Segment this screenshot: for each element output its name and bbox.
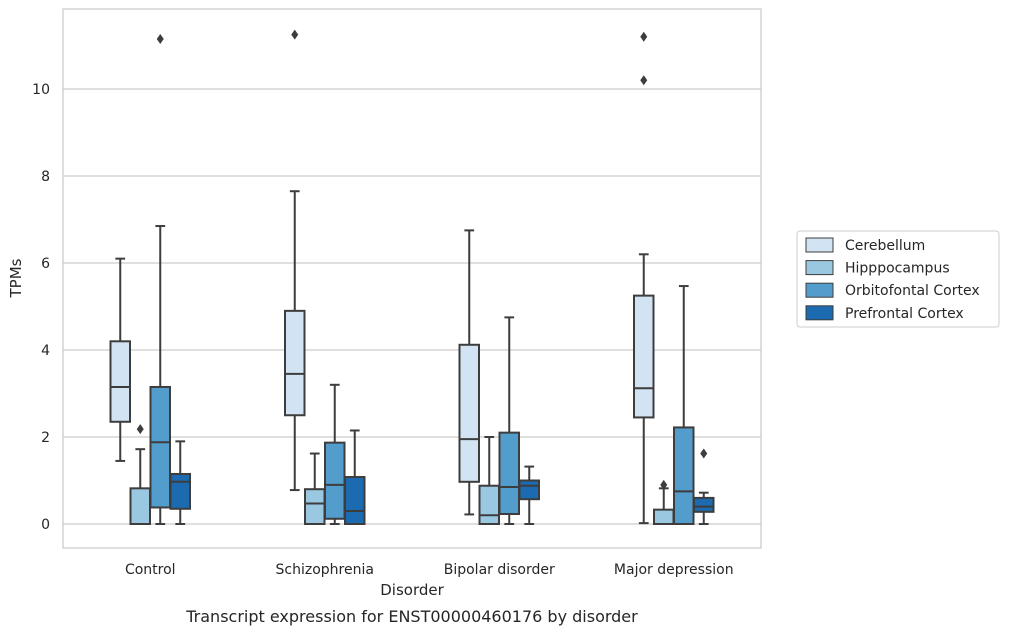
x-tick-labels: Control Schizophrenia Bipolar disorder Majo…: [125, 562, 734, 578]
outlier-marker: [156, 33, 164, 44]
box-series: [109, 29, 715, 526]
legend-label: Cerebellum: [845, 238, 925, 254]
box-rect: [653, 508, 675, 525]
box: [129, 424, 151, 525]
legend-swatch: [805, 305, 834, 321]
box-rect: [673, 426, 695, 525]
box: [458, 229, 480, 516]
box-rect: [324, 441, 346, 520]
legend-swatch: [805, 282, 834, 298]
x-axis-label: Disorder: [380, 581, 444, 599]
box-rect: [498, 431, 520, 515]
box-rect: [344, 476, 366, 525]
box: [169, 440, 191, 525]
outlier-marker: [291, 29, 299, 40]
box-rect: [169, 472, 191, 510]
box: [653, 479, 675, 525]
box-rect: [478, 484, 500, 525]
y-tick-label: 0: [41, 517, 50, 533]
box: [498, 316, 520, 525]
y-axis-label: TPMs: [7, 258, 25, 298]
box-rect: [109, 340, 131, 423]
legend-swatch: [805, 260, 834, 276]
x-tick-label: Schizophrenia: [276, 562, 374, 578]
box: [518, 465, 540, 525]
legend-frame: [796, 230, 1000, 328]
box-rect: [458, 343, 480, 483]
y-tick-label: 2: [41, 430, 50, 446]
y-tick-label: 8: [41, 169, 50, 185]
chart-caption: Transcript expression for ENST0000046017…: [185, 607, 638, 626]
y-tick-label: 6: [41, 256, 50, 272]
box: [344, 429, 366, 525]
legend-swatch: [805, 237, 834, 253]
outlier-marker: [640, 31, 648, 42]
box-rect: [633, 294, 655, 419]
box: [109, 257, 131, 462]
legend: Cerebellum Hipppocampus Orbitofontal Corte…: [796, 230, 1000, 328]
outlier-marker: [640, 75, 648, 86]
box-rect: [284, 309, 306, 417]
outlier-marker: [136, 424, 144, 435]
x-tick-label: Bipolar disorder: [444, 562, 555, 578]
y-tick-labels: 0 2 4 6 8 10: [32, 82, 50, 533]
box-rect: [518, 479, 540, 501]
box-rect: [149, 385, 171, 509]
legend-label: Orbitofontal Cortex: [845, 283, 980, 299]
box: [149, 33, 171, 525]
box-rect: [129, 487, 151, 525]
box: [633, 31, 655, 525]
y-tick-label: 10: [32, 82, 50, 98]
x-tick-label: Control: [125, 562, 176, 578]
y-tick-label: 4: [41, 343, 50, 359]
outlier-marker: [700, 448, 708, 459]
x-tick-label: Major depression: [614, 562, 734, 578]
outlier-marker: [660, 479, 668, 490]
legend-label: Hipppocampus: [845, 261, 950, 277]
box: [693, 448, 715, 525]
box-rect: [693, 496, 715, 513]
box-rect: [304, 488, 326, 526]
box: [673, 285, 695, 525]
legend-label: Prefrontal Cortex: [845, 306, 964, 322]
box: [284, 29, 306, 492]
